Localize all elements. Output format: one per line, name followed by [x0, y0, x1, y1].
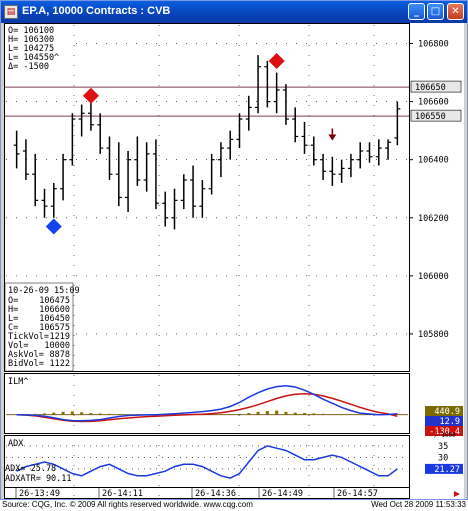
bar-info-key: C= [8, 323, 18, 333]
bar-info-value: 106450 [39, 314, 70, 324]
bar-info-key: Vol= [8, 341, 28, 351]
footer-timestamp: Wed Oct 28 2009 11:53:33 [371, 500, 466, 509]
ilm-histogram-bar [108, 413, 111, 415]
time-label: 26-14:36 [195, 489, 236, 499]
bar-info-value: 10000 [44, 341, 70, 351]
down-arrow-head-icon [328, 134, 337, 141]
ilm-blue-line [16, 384, 398, 422]
ilm-histogram-bar [303, 413, 306, 415]
ilm-histogram-bar [256, 411, 260, 415]
time-label: 26-13:49 [19, 489, 60, 499]
ilm-histogram-bar [312, 413, 316, 415]
title-bar[interactable]: ▤ EP.A, 10000 Contracts : CVB _ □ ✕ [1, 1, 467, 23]
adxatr-readout: ADXATR= 90.11 [5, 474, 72, 484]
ilm-histogram-bar [43, 413, 46, 415]
ilm-value-label: 440.9 [434, 407, 460, 417]
time-label: 26-14:11 [102, 489, 143, 499]
adx-readout: ADX= 25.78 [5, 464, 56, 474]
ilm-value-label: -130.4 [429, 427, 460, 437]
quote-line: H= 106300 [8, 35, 54, 45]
maximize-button[interactable]: □ [427, 3, 444, 20]
red-diamond-marker[interactable] [268, 52, 285, 69]
chart-window: ▤ EP.A, 10000 Contracts : CVB _ □ ✕ 1068… [0, 0, 468, 500]
ilm-histogram-bar [70, 411, 74, 415]
ilm-histogram-bar [265, 411, 269, 415]
ilm-histogram-bar [321, 413, 325, 415]
bar-info-key: AskVol= [8, 350, 44, 360]
ilm-histogram-bar [284, 411, 288, 415]
ilm-histogram-bar [98, 413, 102, 415]
scroll-right-icon[interactable] [454, 491, 460, 497]
ilm-histogram-bar [247, 413, 251, 415]
bar-info-key: O= [8, 296, 18, 306]
adx-tick-label: 30 [438, 453, 448, 463]
bar-info-value: 1219 [50, 332, 70, 342]
ilm-histogram-bar [80, 412, 84, 415]
time-axis [4, 487, 410, 499]
price-tick-label: 106000 [418, 272, 449, 282]
ilm-histogram-bar [89, 413, 93, 415]
quote-line: L= 104275 [8, 44, 54, 54]
price-tick-label: 106800 [418, 40, 449, 50]
ilm-value-badge [425, 406, 463, 416]
ilm-value-badge [425, 426, 463, 436]
bar-info-datetime: 10-26-09 15:09 [8, 286, 80, 296]
bar-info-key: TickVol= [8, 332, 49, 342]
bar-info-box [4, 282, 74, 372]
ilm-histogram-bar [61, 411, 65, 415]
ilm-panel[interactable] [4, 373, 410, 434]
ilm-histogram-bar [238, 413, 241, 415]
window-title: EP.A, 10000 Contracts : CVB [22, 5, 171, 17]
quote-line: Δ= -1500 [8, 62, 49, 72]
price-level-label: 106650 [415, 83, 446, 93]
footer-copyright: Source: CQG, Inc. © 2009 All rights rese… [2, 500, 253, 509]
price-tick-label: 105800 [418, 330, 449, 340]
quote-line: O= 106100 [8, 26, 54, 36]
bar-info-value: 106600 [39, 305, 70, 315]
price-tick-label: 106200 [418, 214, 449, 224]
bar-info-key: BidVol= [8, 359, 44, 369]
red-diamond-marker[interactable] [82, 87, 99, 104]
bar-info-value: 106475 [39, 296, 70, 306]
minimize-button[interactable]: _ [408, 3, 425, 20]
ilm-value-label: 12.9 [440, 417, 460, 427]
bar-info-value: 106575 [39, 323, 70, 333]
close-button[interactable]: ✕ [447, 3, 464, 20]
footer: Source: CQG, Inc. © 2009 All rights rese… [0, 500, 468, 511]
adx-panel[interactable] [4, 435, 410, 488]
ilm-histogram-bar [33, 413, 37, 415]
chart-area[interactable]: 106800 106600 106400 106200 106000 105800 106… [4, 23, 464, 499]
price-tick-label: 106600 [418, 98, 449, 108]
chart-canvas[interactable]: 106800 106600 106400 106200 106000 105800 106… [4, 23, 464, 499]
adx-current-label: 21.27 [434, 465, 460, 475]
bar-info-value: 1122 [50, 359, 70, 369]
adx-label: ADX [8, 439, 24, 449]
ilm-value-badge [425, 416, 463, 426]
price-level-label: 106550 [415, 112, 446, 122]
adx-line [16, 445, 398, 479]
price-tick-label: 106400 [418, 156, 449, 166]
ilm-histogram-bar [52, 412, 56, 415]
adx-scale-note: / 1000 [434, 432, 456, 439]
ilm-histogram-bar [293, 412, 297, 415]
time-label: 26-14:49 [262, 489, 303, 499]
quote-box [5, 24, 69, 70]
adx-tick-label: 35 [438, 442, 448, 452]
quote-line: L= 104550^ [8, 53, 59, 63]
bar-info-key: H= [8, 305, 18, 315]
bar-info-key: L= [8, 314, 18, 324]
ilm-label: ILM^ [8, 377, 28, 387]
chart-app-icon[interactable]: ▤ [4, 5, 18, 19]
blue-diamond-marker[interactable] [45, 218, 62, 235]
bar-info-value: 8878 [50, 350, 70, 360]
adx-current-badge [425, 463, 463, 474]
price-level-badge [410, 80, 462, 93]
time-label: 26-14:57 [337, 489, 378, 499]
price-level-badge [410, 109, 462, 122]
ilm-histogram-bar [275, 410, 279, 415]
